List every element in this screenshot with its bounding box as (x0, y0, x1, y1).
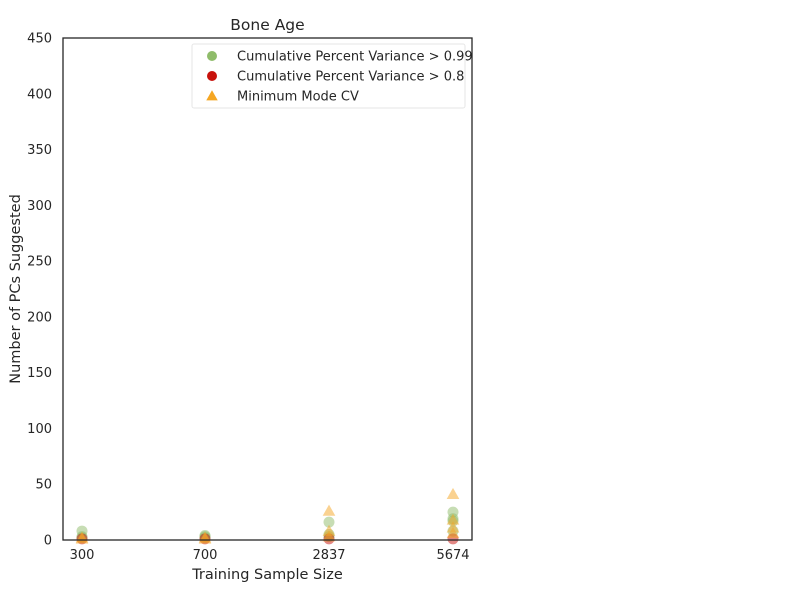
point-minimum-mode-cv (322, 504, 336, 516)
point-minimum-mode-cv (446, 487, 460, 500)
x-axis-label: Training Sample Size (191, 567, 343, 583)
y-axis-label: Number of PCs Suggested (8, 194, 24, 384)
x-tick-label: 300 (70, 548, 95, 563)
y-tick-label: 100 (27, 422, 52, 437)
legend-marker (206, 90, 218, 101)
legend-frame (191, 43, 466, 109)
legend-entry: Cumulative Percent Variance > 0.99 (237, 50, 473, 65)
x-tick-label: 5674 (436, 548, 469, 563)
legend-marker (207, 71, 217, 81)
point-minimum-mode-cv (446, 526, 460, 539)
x-axis-ticks: 300 700 2837 5674 (70, 548, 470, 563)
plot-frame (62, 37, 473, 541)
point-minimum-mode-cv (75, 532, 89, 544)
y-tick-label: 0 (44, 534, 52, 549)
y-tick-label: 50 (35, 478, 52, 493)
data-points (75, 487, 460, 545)
y-tick-label: 450 (27, 32, 52, 47)
y-tick-label: 350 (27, 143, 52, 158)
y-axis-ticks: 0 50 100 150 200 250 300 350 400 450 (27, 32, 52, 549)
y-tick-label: 250 (27, 255, 52, 270)
y-tick-label: 150 (27, 366, 52, 381)
legend-entry: Cumulative Percent Variance > 0.8 (237, 70, 464, 85)
point-minimum-mode-cv (198, 532, 212, 544)
legend-entry: Minimum Mode CV (237, 90, 359, 105)
point-minimum-mode-cv (446, 513, 460, 525)
legend: Cumulative Percent Variance > 0.99 Cumula… (191, 43, 473, 109)
x-tick-label: 700 (193, 548, 218, 563)
point-minimum-mode-cv (322, 530, 336, 542)
y-tick-label: 400 (27, 87, 52, 102)
legend-marker (207, 51, 217, 61)
point-cumulative-percent-variance-0-99 (323, 516, 335, 528)
point-minimum-mode-cv (322, 524, 336, 536)
point-minimum-mode-cv (446, 521, 460, 533)
y-tick-label: 200 (27, 310, 52, 325)
chart-title: Bone Age (230, 16, 304, 34)
x-tick-label: 2837 (312, 548, 345, 563)
y-tick-label: 300 (27, 199, 52, 214)
